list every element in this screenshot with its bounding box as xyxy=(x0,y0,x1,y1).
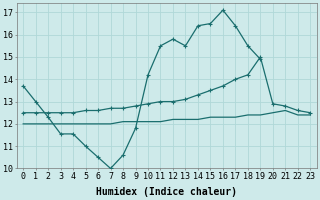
X-axis label: Humidex (Indice chaleur): Humidex (Indice chaleur) xyxy=(96,186,237,197)
